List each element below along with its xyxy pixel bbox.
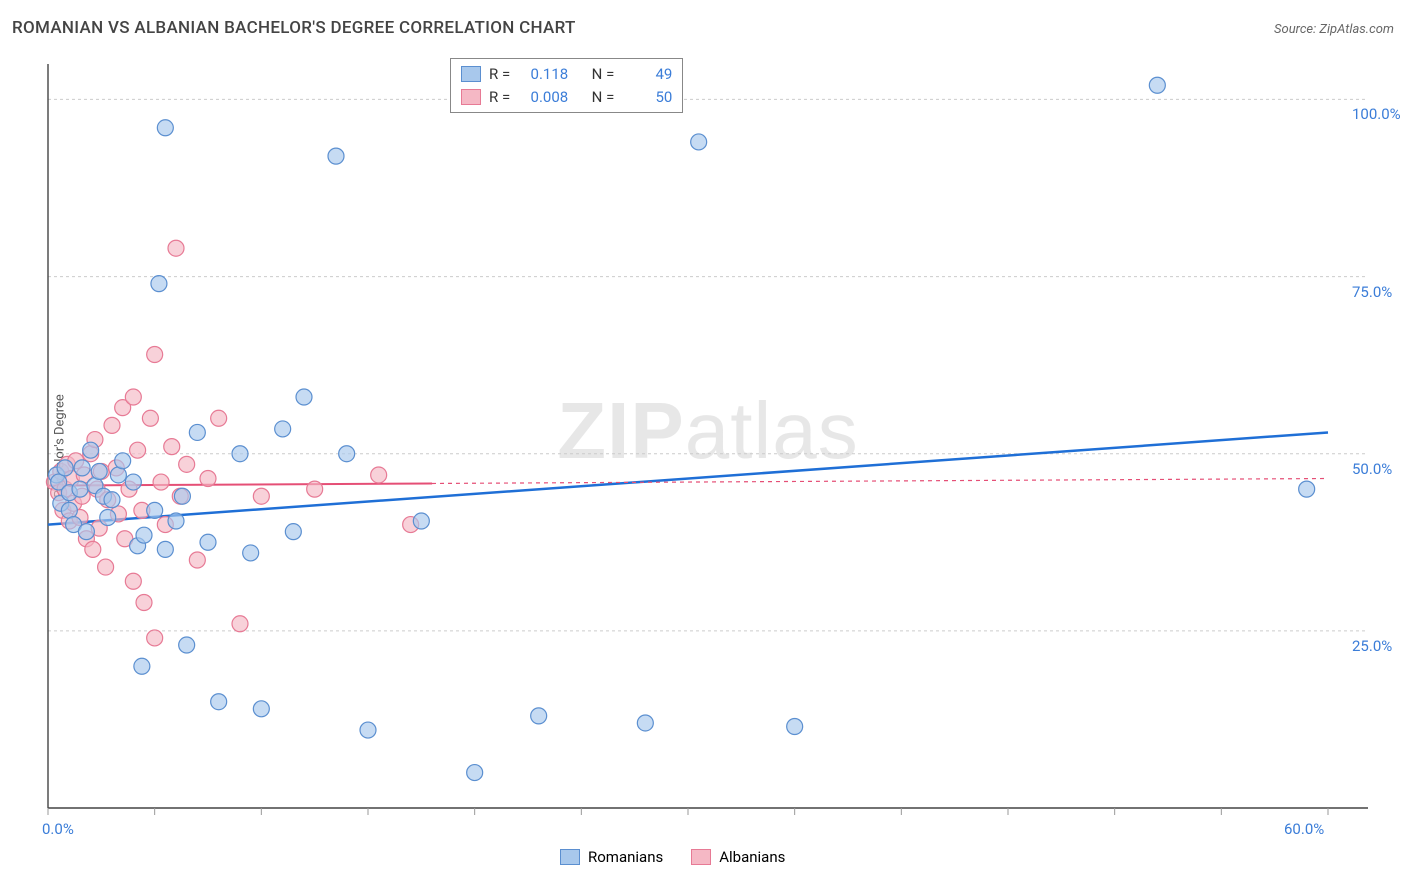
legend-swatch — [560, 849, 580, 865]
legend-stat-row: R =0.008 N =50 — [461, 86, 672, 109]
y-tick-label: 100.0% — [1352, 105, 1401, 123]
scatter-plot: ZIPatlas 0.0%60.0%25.0%50.0%75.0%100.0% — [48, 56, 1368, 838]
x-tick-label: 60.0% — [1284, 820, 1324, 838]
legend-label: Romanians — [588, 848, 663, 866]
legend-label: Albanians — [719, 848, 785, 866]
source-attribution: Source: ZipAtlas.com — [1274, 22, 1394, 37]
chart-title: ROMANIAN VS ALBANIAN BACHELOR'S DEGREE C… — [12, 18, 576, 38]
y-tick-label: 75.0% — [1352, 283, 1392, 301]
legend-item: Albanians — [691, 848, 785, 866]
y-tick-label: 25.0% — [1352, 637, 1392, 655]
correlation-legend: R =0.118 N =49R =0.008 N =50 — [450, 58, 683, 113]
legend-stat-row: R =0.118 N =49 — [461, 63, 672, 86]
x-tick-label: 0.0% — [42, 820, 74, 838]
series-legend: Romanians Albanians — [560, 848, 785, 866]
legend-swatch — [461, 89, 481, 105]
legend-item: Romanians — [560, 848, 663, 866]
legend-swatch — [691, 849, 711, 865]
y-tick-label: 50.0% — [1352, 460, 1392, 478]
legend-swatch — [461, 66, 481, 82]
